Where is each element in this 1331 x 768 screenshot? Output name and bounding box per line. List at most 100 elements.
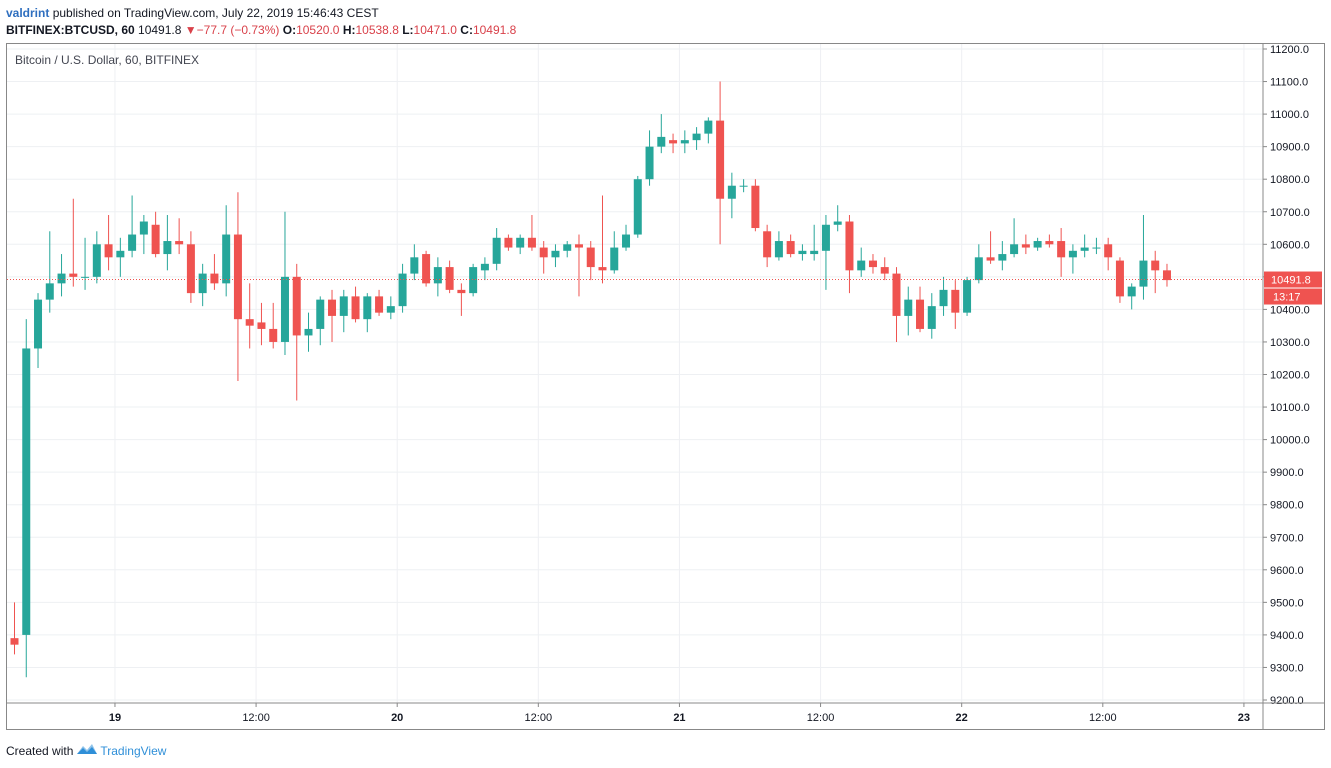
candle-body: [716, 120, 725, 199]
candle-body: [457, 289, 466, 294]
publish-header: valdrint published on TradingView.com, J…: [6, 5, 379, 21]
candle: [1162, 263, 1171, 287]
candle-body: [1033, 241, 1042, 248]
candle: [22, 319, 31, 678]
candle-body: [704, 120, 713, 134]
candle-body: [480, 263, 489, 271]
high-label: H:: [342, 23, 356, 37]
x-tick-label: 12:00: [525, 712, 553, 724]
candle: [422, 250, 431, 287]
candle-body: [1162, 270, 1171, 281]
candle-body: [951, 289, 960, 313]
y-tick-label: 9700.0: [1270, 532, 1304, 544]
candle: [763, 224, 772, 268]
candle: [657, 114, 666, 154]
tradingview-link[interactable]: TradingView: [100, 743, 167, 758]
candle-body: [786, 241, 795, 255]
candle-body: [222, 234, 231, 284]
candle-body: [974, 257, 983, 281]
chart-legend: Bitcoin / U.S. Dollar, 60, BITFINEX: [15, 53, 200, 67]
candle: [845, 215, 854, 294]
candle: [328, 289, 337, 342]
x-tick-label: 12:00: [1089, 712, 1117, 724]
candle: [610, 231, 619, 274]
candle-body: [175, 241, 184, 245]
candle-body: [692, 133, 701, 141]
candle: [939, 276, 948, 316]
candle: [292, 263, 301, 401]
candle-body: [751, 185, 760, 229]
candle-body: [598, 267, 607, 271]
candle: [151, 211, 160, 258]
candle-body: [622, 234, 631, 248]
candle-body: [280, 276, 289, 342]
candle-body: [680, 140, 689, 144]
y-tick-label: 10000.0: [1270, 435, 1310, 447]
candle: [280, 211, 289, 355]
candle: [410, 244, 419, 281]
candle-body: [410, 257, 419, 274]
footer: Created with TradingView: [6, 742, 166, 759]
y-tick-label: 11100.0: [1270, 77, 1308, 89]
candle-body: [433, 267, 442, 284]
candle: [927, 293, 936, 339]
candle: [433, 257, 442, 297]
candle-body: [798, 250, 807, 255]
candle-body: [645, 146, 654, 180]
candle-body: [1080, 247, 1089, 251]
y-tick-label: 9800.0: [1270, 500, 1304, 512]
last-price-axis-label: 10491.8: [1271, 275, 1311, 287]
candle: [222, 205, 231, 297]
candle: [492, 228, 501, 271]
candle: [128, 195, 137, 258]
candle-body: [1092, 247, 1101, 249]
candle: [1104, 237, 1113, 271]
candle: [963, 276, 972, 316]
candle-body: [527, 237, 536, 248]
candle-body: [821, 224, 830, 251]
candle-body: [845, 221, 854, 271]
candle: [904, 286, 913, 336]
candle-body: [1010, 244, 1019, 255]
x-tick-label: 12:00: [242, 712, 270, 724]
candle: [139, 215, 148, 255]
candle: [622, 224, 631, 251]
candle: [586, 241, 595, 281]
candle: [1127, 283, 1136, 310]
candle: [1021, 234, 1030, 255]
candle-body: [963, 280, 972, 313]
candle: [774, 231, 783, 261]
grid-lines: [7, 44, 1263, 703]
y-tick-label: 9400.0: [1270, 630, 1304, 642]
candle: [457, 283, 466, 316]
candle-body: [386, 306, 395, 313]
candle-body: [739, 185, 748, 187]
candle-body: [563, 244, 572, 251]
candle: [480, 257, 489, 281]
candle: [727, 172, 736, 219]
y-tick-label: 10600.0: [1270, 239, 1310, 251]
candle: [386, 296, 395, 320]
candle-body: [139, 221, 148, 235]
y-tick-label: 10200.0: [1270, 370, 1310, 382]
candle-body: [1068, 250, 1077, 258]
candle: [633, 175, 642, 238]
candle-body: [22, 348, 31, 635]
candle-body: [316, 299, 325, 329]
y-tick-label: 10400.0: [1270, 304, 1310, 316]
candle-body: [445, 267, 454, 290]
candle-body: [257, 322, 266, 329]
candle: [998, 241, 1007, 271]
candle: [175, 218, 184, 255]
candle: [34, 293, 43, 368]
y-tick-label: 9200.0: [1270, 695, 1304, 707]
candle: [986, 231, 995, 264]
candle: [81, 237, 90, 290]
y-tick-label: 9500.0: [1270, 597, 1304, 609]
close-label: C:: [460, 23, 473, 37]
candle-body: [1045, 241, 1054, 245]
open-value: 10520.0: [296, 23, 340, 37]
publisher-name[interactable]: valdrint: [6, 6, 50, 20]
last-price-line: 10491.8 13:17: [7, 271, 1322, 305]
